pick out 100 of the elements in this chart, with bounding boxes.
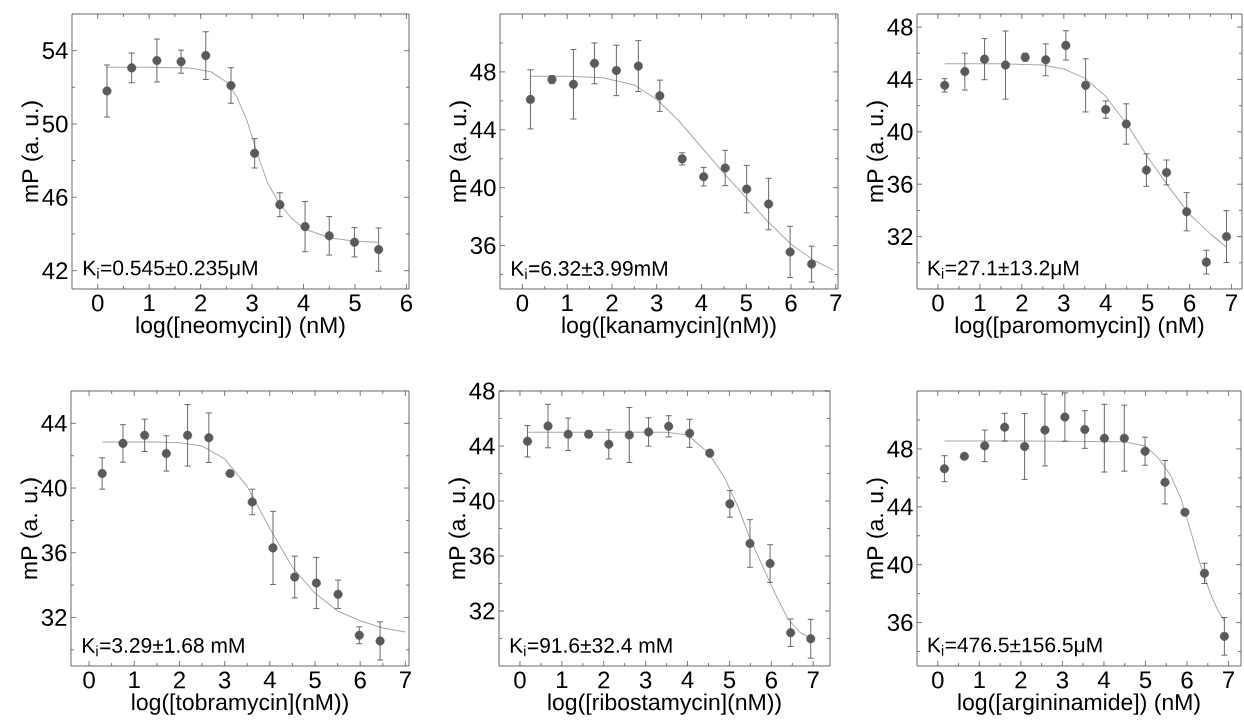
point [1162, 167, 1172, 177]
annotation: K$_{i}$=476.5±156.5μM [928, 637, 1102, 657]
y-axis-title: mP (a. u.) [866, 478, 888, 579]
point [786, 628, 796, 638]
x-tick-label: 5 [1139, 671, 1152, 689]
x-tick-label: 0 [91, 294, 104, 312]
point [611, 65, 621, 75]
point [624, 430, 634, 440]
point [644, 427, 654, 437]
point [705, 448, 715, 458]
point [1222, 232, 1231, 242]
x-tick-label: 6 [400, 294, 413, 312]
x-tick-label: 3 [218, 671, 231, 689]
y-tick-label: 44 [887, 498, 913, 516]
y-tick-label: 40 [469, 492, 495, 510]
annotation: K$_{i}$=6.32±3.99mM [512, 261, 667, 280]
x-tick-label: 4 [263, 671, 276, 689]
point [604, 439, 614, 449]
x-tick-label: 2 [1015, 671, 1027, 689]
point [806, 634, 816, 644]
point [742, 184, 752, 194]
x-tick-label: 5 [309, 671, 321, 689]
point [250, 148, 260, 158]
point [226, 80, 236, 90]
x-axis-title: log([kanamycin](nM)) [562, 316, 776, 338]
annotation: K$_{i}$=27.1±13.2μM [928, 260, 1079, 280]
x-tick-label: 4 [695, 294, 708, 312]
point [1182, 207, 1192, 217]
point [685, 428, 695, 438]
point [633, 61, 643, 71]
x-tick-label: 0 [932, 294, 944, 312]
point [290, 572, 300, 582]
point [97, 469, 107, 478]
x-tick-label: 1 [557, 671, 568, 689]
y-tick-label: 54 [42, 42, 68, 60]
y-tick-label: 48 [470, 63, 496, 81]
x-tick-label: 0 [932, 671, 944, 689]
x-tick-label: 5 [740, 294, 752, 312]
point [1199, 568, 1209, 578]
point [333, 589, 343, 599]
x-tick-label: 2 [606, 294, 618, 312]
y-tick-label: 48 [887, 440, 913, 458]
y-tick-label: 36 [41, 544, 67, 562]
point [1081, 80, 1091, 90]
x-axis-title: log([neomycin]) (nM) [136, 316, 345, 338]
point [349, 237, 359, 247]
y-tick-label: 40 [887, 556, 913, 574]
point [247, 497, 257, 507]
y-tick-label: 36 [887, 614, 913, 632]
x-tick-label: 7 [399, 671, 411, 689]
x-tick-label: 2 [173, 671, 185, 689]
y-axis-title: mP (a. u.) [866, 101, 888, 202]
x-tick-label: 5 [349, 294, 361, 312]
point [655, 91, 665, 101]
x-tick-label: 3 [1056, 671, 1069, 689]
point [980, 54, 990, 64]
point [1201, 257, 1211, 267]
x-tick-label: 4 [1097, 671, 1110, 689]
point [725, 499, 735, 509]
x-axis-title: log([paromomycin]) (nM) [955, 316, 1204, 338]
point [807, 259, 817, 269]
point [1060, 412, 1070, 422]
point [140, 430, 150, 440]
point [1061, 40, 1071, 50]
x-axis-title: log([tobramycin](nM)) [132, 693, 348, 715]
point [1080, 425, 1090, 434]
x-tick-label: 3 [246, 294, 258, 312]
point [1020, 442, 1030, 452]
y-tick-label: 40 [887, 123, 913, 141]
y-axis-title: mP (a. u.) [21, 101, 43, 202]
y-tick-label: 46 [42, 188, 68, 206]
x-tick-label: 6 [1184, 294, 1196, 312]
x-tick-label: 2 [1016, 294, 1028, 312]
x-tick-label: 7 [1226, 294, 1237, 312]
y-tick-label: 40 [470, 179, 496, 197]
y-tick-label: 48 [469, 382, 495, 400]
y-tick-label: 32 [41, 608, 67, 626]
y-tick-label: 44 [469, 437, 495, 455]
point [1219, 631, 1229, 641]
annotation: K$_{i}$=91.6±32.4 mM [510, 638, 672, 657]
x-tick-label: 4 [1099, 294, 1112, 312]
point [204, 433, 214, 443]
y-tick-label: 32 [469, 602, 495, 620]
x-tick-label: 1 [562, 294, 573, 312]
x-axis-title: log([argininamide]) (nM) [958, 693, 1200, 715]
point [102, 86, 112, 96]
y-tick-label: 36 [887, 175, 913, 193]
y-tick-label: 44 [41, 415, 67, 432]
x-tick-label: 6 [765, 671, 777, 689]
point [275, 200, 285, 210]
annotation: K$_{i}$=3.29±1.68 mM [83, 638, 244, 657]
x-tick-label: 1 [129, 671, 140, 689]
point [127, 63, 137, 73]
point [1119, 433, 1129, 443]
x-tick-label: 0 [514, 671, 526, 689]
x-tick-label: 7 [1223, 671, 1235, 689]
point [1101, 105, 1111, 115]
point [152, 56, 162, 66]
point [959, 451, 969, 461]
x-tick-label: 5 [1141, 294, 1154, 312]
